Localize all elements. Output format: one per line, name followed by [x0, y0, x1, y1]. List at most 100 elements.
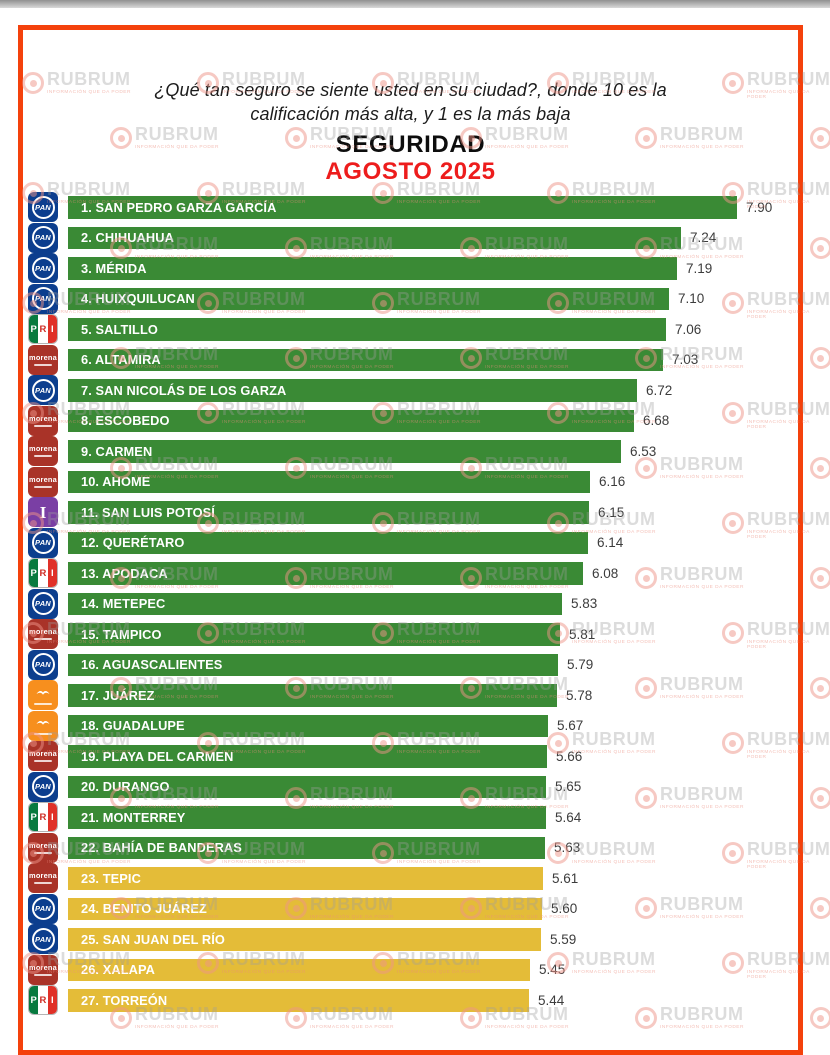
score-value: 5.63 [554, 840, 581, 856]
score-bar: 22. BAHÍA DE BANDERAS [68, 836, 545, 859]
city-label: 10. AHOME [81, 474, 151, 490]
morena-party-icon: morena [28, 954, 58, 985]
city-row: morena 26. XALAPA 5.45 [28, 954, 808, 985]
score-value: 5.44 [538, 992, 565, 1008]
score-bar: 17. JUÁREZ [68, 684, 557, 707]
score-value: 5.83 [571, 596, 598, 612]
rubrum-bullseye-icon [810, 787, 830, 809]
top-edge-strip [0, 0, 830, 8]
morena-party-icon: morena [28, 741, 58, 772]
score-bar: 23. TEPIC [68, 867, 543, 890]
city-label: 9. CARMEN [81, 443, 153, 459]
city-row: PAN 24. BENITO JUÁREZ 5.60 [28, 893, 808, 924]
city-label: 8. ESCOBEDO [81, 413, 170, 429]
pan-party-icon: PAN [28, 192, 58, 223]
morena-party-icon: morena [28, 344, 58, 375]
score-bar: 21. MONTERREY [68, 806, 546, 829]
score-bar: 2. CHIHUAHUA [68, 226, 681, 249]
score-value: 5.60 [551, 901, 578, 917]
morena-party-icon: morena [28, 405, 58, 436]
score-value: 5.59 [550, 931, 577, 947]
morena-party-icon: morena [28, 863, 58, 894]
city-row: PAN 4. HUIXQUILUCAN 7.10 [28, 283, 808, 314]
score-value: 7.24 [690, 230, 717, 246]
city-label: 20. DURANGO [81, 779, 170, 795]
mc-eagle-icon [36, 721, 50, 725]
score-bar: 16. AGUASCALIENTES [68, 653, 558, 676]
score-value: 6.68 [643, 413, 670, 429]
score-bar: 5. SALTILLO [68, 318, 666, 341]
pan-party-icon: PAN [28, 893, 58, 924]
city-label: 19. PLAYA DEL CARMEN [81, 748, 234, 764]
header: ¿Qué tan seguro se siente usted en su ci… [23, 30, 798, 185]
score-bar: 13. APODACA [68, 562, 583, 585]
city-row: PAN 20. DURANGO 5.65 [28, 771, 808, 802]
city-row: morena 22. BAHÍA DE BANDERAS 5.63 [28, 832, 808, 863]
score-bar: 25. SAN JUAN DEL RÍO [68, 928, 541, 951]
city-label: 23. TEPIC [81, 870, 141, 886]
rubrum-bullseye-icon [810, 1007, 830, 1029]
city-row: P R I 13. APODACA 6.08 [28, 558, 808, 589]
score-value: 7.03 [672, 352, 699, 368]
city-label: 24. BENITO JUÁREZ [81, 901, 207, 917]
city-row: PAN 25. SAN JUAN DEL RÍO 5.59 [28, 924, 808, 955]
score-bar: 6. ALTAMIRA [68, 348, 663, 371]
score-value: 6.14 [597, 535, 624, 551]
city-row: P R I 27. TORREÓN 5.44 [28, 985, 808, 1016]
score-bar: 19. PLAYA DEL CARMEN [68, 745, 547, 768]
city-label: 17. JUÁREZ [81, 687, 155, 703]
city-label: 18. GUADALUPE [81, 718, 185, 734]
score-bar: 12. QUERÉTARO [68, 531, 588, 554]
score-bar: 20. DURANGO [68, 775, 546, 798]
rubrum-bullseye-icon [810, 237, 830, 259]
city-label: 27. TORREÓN [81, 992, 168, 1008]
city-row: I 11. SAN LUIS POTOSÍ 6.15 [28, 497, 808, 528]
city-row: PAN 16. AGUASCALIENTES 5.79 [28, 649, 808, 680]
city-label: 5. SALTILLO [81, 321, 158, 337]
morena-party-icon: morena [28, 436, 58, 467]
survey-question: ¿Qué tan seguro se siente usted en su ci… [23, 78, 798, 126]
city-label: 6. ALTAMIRA [81, 352, 161, 368]
rubrum-bullseye-icon [810, 127, 830, 149]
city-label: 12. QUERÉTARO [81, 535, 185, 551]
rubrum-bullseye-icon [810, 897, 830, 919]
morena-party-icon: morena [28, 466, 58, 497]
score-bar: 10. AHOME [68, 470, 590, 493]
score-bar: 27. TORREÓN [68, 989, 529, 1012]
score-value: 6.53 [630, 443, 657, 459]
city-row: morena 10. AHOME 6.16 [28, 466, 808, 497]
city-row: 18. GUADALUPE 5.67 [28, 710, 808, 741]
city-label: 15. TAMPICO [81, 626, 162, 642]
rubrum-bullseye-icon [810, 567, 830, 589]
ind-party-icon: I [28, 497, 58, 528]
city-security-bar-chart: PAN 1. SAN PEDRO GARZA GARCÍA 7.90 PAN 2. CH… [28, 192, 808, 1020]
score-value: 6.16 [599, 474, 626, 490]
rubrum-bullseye-icon [810, 677, 830, 699]
score-bar: 18. GUADALUPE [68, 714, 548, 737]
city-label: 2. CHIHUAHUA [81, 230, 174, 246]
city-row: PAN 12. QUERÉTARO 6.14 [28, 527, 808, 558]
score-value: 7.06 [675, 321, 702, 337]
morena-party-icon: morena [28, 832, 58, 863]
city-label: 1. SAN PEDRO GARZA GARCÍA [81, 199, 277, 215]
survey-question-line2: calificación más alta, y 1 es la más baj… [250, 104, 571, 124]
city-label: 4. HUIXQUILUCAN [81, 291, 195, 307]
score-bar: 8. ESCOBEDO [68, 409, 634, 432]
score-value: 5.81 [569, 626, 596, 642]
score-bar: 7. SAN NICOLÁS DE LOS GARZA [68, 379, 637, 402]
city-row: P R I 21. MONTERREY 5.64 [28, 802, 808, 833]
city-row: morena 6. ALTAMIRA 7.03 [28, 344, 808, 375]
city-row: morena 15. TAMPICO 5.81 [28, 619, 808, 650]
score-value: 5.61 [552, 870, 579, 886]
city-row: PAN 7. SAN NICOLÁS DE LOS GARZA 6.72 [28, 375, 808, 406]
pan-party-icon: PAN [28, 527, 58, 558]
score-bar: 15. TAMPICO [68, 623, 560, 646]
city-label: 26. XALAPA [81, 962, 156, 978]
pan-party-icon: PAN [28, 253, 58, 284]
page-title: SEGURIDAD [335, 131, 486, 158]
